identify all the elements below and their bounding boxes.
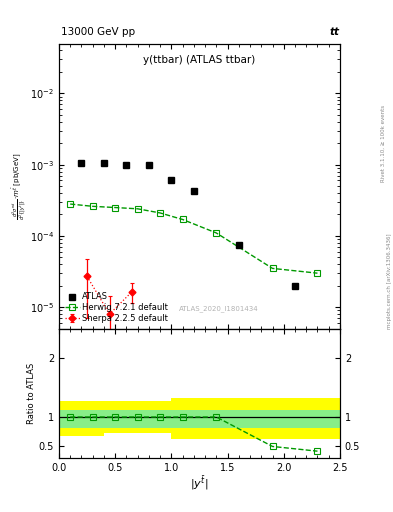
Herwig 7.2.1 default bbox=[315, 270, 320, 276]
ATLAS bbox=[293, 283, 298, 289]
ATLAS bbox=[191, 188, 196, 195]
Legend: ATLAS, Herwig 7.2.1 default, Sherpa 2.2.5 default: ATLAS, Herwig 7.2.1 default, Sherpa 2.2.… bbox=[63, 291, 170, 325]
Text: y(ttbar) (ATLAS ttbar): y(ttbar) (ATLAS ttbar) bbox=[143, 55, 255, 65]
ATLAS bbox=[169, 177, 174, 183]
Line: Herwig 7.2.1 default: Herwig 7.2.1 default bbox=[67, 201, 321, 276]
ATLAS bbox=[237, 242, 241, 248]
Herwig 7.2.1 default bbox=[214, 230, 219, 236]
Text: ATLAS_2020_I1801434: ATLAS_2020_I1801434 bbox=[179, 305, 259, 311]
Y-axis label: $\frac{d^2\sigma^{nd}}{d^2\{|y^{\bar{t}}|\}}\!\cdot\! m^{\bar{t}}$ [pb/GeV]: $\frac{d^2\sigma^{nd}}{d^2\{|y^{\bar{t}}… bbox=[10, 152, 29, 220]
Line: ATLAS: ATLAS bbox=[78, 160, 298, 289]
Text: 13000 GeV pp: 13000 GeV pp bbox=[61, 27, 135, 37]
Herwig 7.2.1 default bbox=[158, 210, 162, 216]
ATLAS bbox=[101, 160, 106, 166]
Herwig 7.2.1 default bbox=[180, 217, 185, 223]
Text: tt: tt bbox=[330, 27, 340, 37]
Text: mcplots.cern.ch [arXiv:1306.3436]: mcplots.cern.ch [arXiv:1306.3436] bbox=[387, 234, 391, 329]
Herwig 7.2.1 default bbox=[90, 203, 95, 209]
Herwig 7.2.1 default bbox=[135, 206, 140, 212]
Herwig 7.2.1 default bbox=[113, 204, 118, 210]
Herwig 7.2.1 default bbox=[270, 265, 275, 271]
ATLAS bbox=[147, 162, 151, 168]
Text: Rivet 3.1.10, ≥ 100k events: Rivet 3.1.10, ≥ 100k events bbox=[381, 105, 386, 182]
Y-axis label: Ratio to ATLAS: Ratio to ATLAS bbox=[27, 363, 36, 424]
X-axis label: $|y^{\bar{t}^{}}|$: $|y^{\bar{t}^{}}|$ bbox=[190, 475, 209, 492]
ATLAS bbox=[79, 160, 84, 166]
ATLAS bbox=[124, 162, 129, 168]
Herwig 7.2.1 default bbox=[68, 201, 73, 207]
